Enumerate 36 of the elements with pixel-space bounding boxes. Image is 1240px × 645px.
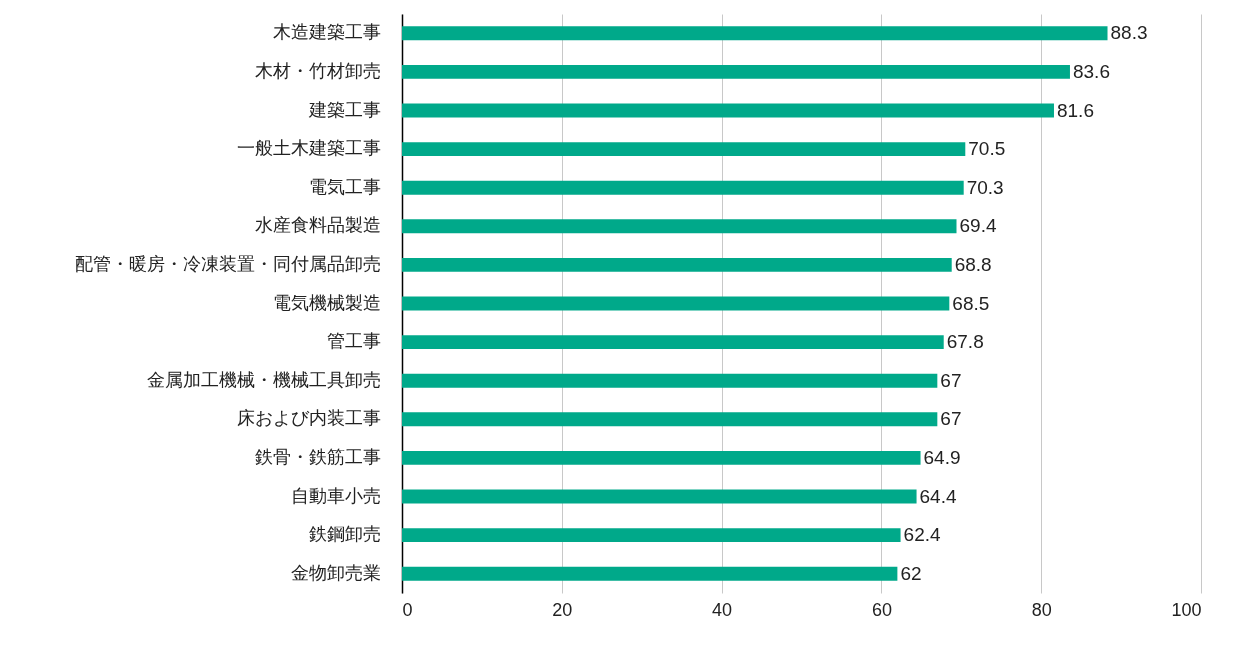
y-tick-label: 鉄鋼卸売	[308, 524, 381, 545]
data-label: 69.4	[959, 215, 997, 237]
data-label: 68.8	[954, 253, 992, 275]
data-label: 67	[940, 369, 962, 391]
y-tick-label: 床および内装工事	[236, 408, 381, 429]
x-tick-label: 0	[402, 599, 413, 620]
x-tick-label: 100	[1171, 599, 1202, 620]
y-tick-label: 木材・竹材卸売	[254, 60, 381, 81]
data-label: 67.8	[946, 331, 984, 353]
data-label: 70.5	[968, 138, 1006, 160]
data-label: 81.6	[1056, 99, 1094, 121]
data-label: 83.6	[1072, 60, 1110, 82]
y-tick-label: 電気機械製造	[272, 292, 381, 313]
y-tick-label: 電気工事	[308, 176, 381, 197]
data-label: 88.3	[1110, 22, 1148, 44]
y-tick-label: 建築工事	[307, 99, 381, 120]
data-label: 68.5	[952, 292, 990, 314]
y-tick-label: 自動車小売	[290, 485, 381, 506]
data-label: 62.4	[903, 524, 941, 546]
data-label: 67	[940, 408, 962, 430]
y-tick-label: 木造建築工事	[272, 22, 381, 43]
x-tick-label: 20	[552, 599, 573, 620]
data-label: 64.4	[919, 485, 957, 507]
y-tick-label: 鉄骨・鉄筋工事	[254, 446, 381, 467]
y-tick-label: 水産食料品製造	[254, 215, 381, 236]
data-label: 64.9	[923, 446, 961, 468]
data-label: 70.3	[966, 176, 1004, 198]
y-tick-label: 管工事	[326, 331, 381, 352]
y-tick-label: 一般土木建築工事	[236, 138, 381, 159]
data-label: 62	[900, 562, 922, 584]
y-tick-label: 金物卸売業	[290, 562, 381, 583]
y-tick-label: 金属加工機械・機械工具卸売	[146, 369, 381, 390]
x-tick-label: 60	[871, 599, 892, 620]
y-tick-label: 配管・暖房・冷凍装置・同付属品卸売	[74, 253, 381, 274]
x-tick-label: 80	[1031, 599, 1052, 620]
x-tick-label: 40	[712, 599, 733, 620]
